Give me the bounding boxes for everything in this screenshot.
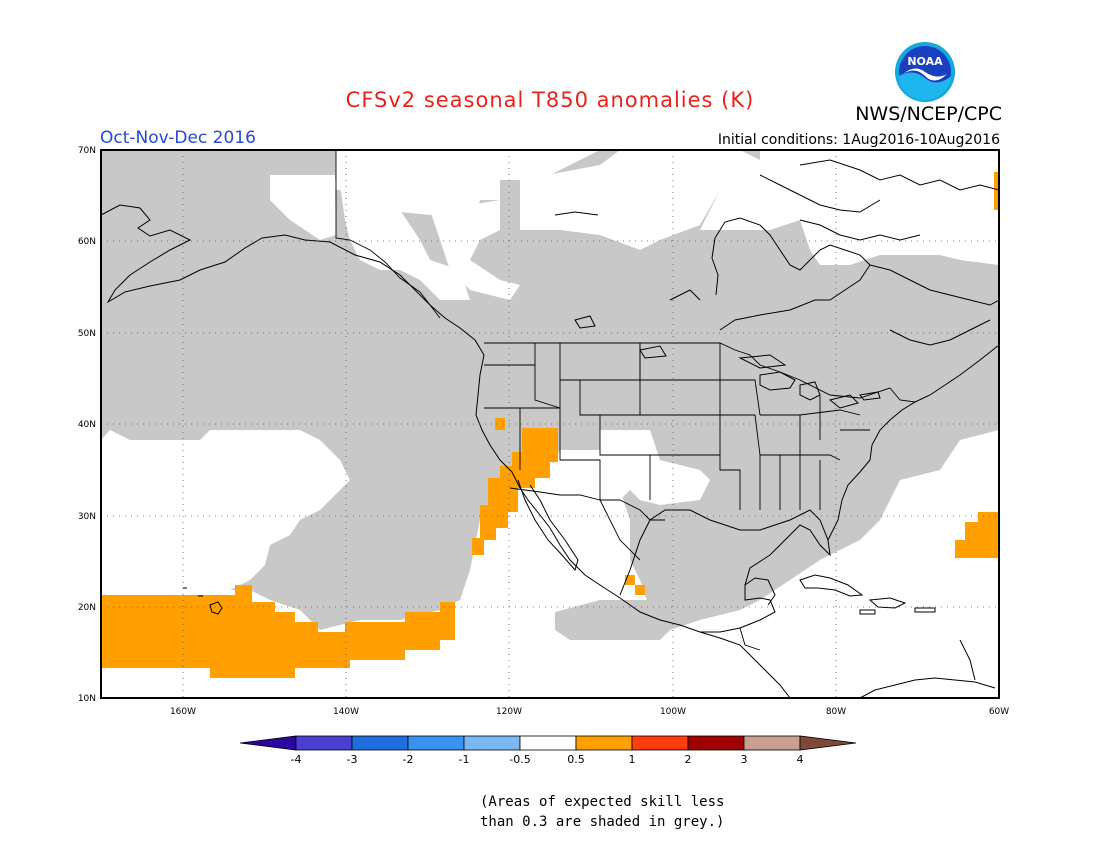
lat-label: 70N <box>78 146 96 156</box>
colorbar-label: 3 <box>741 753 748 766</box>
initial-conditions: Initial conditions: 1Aug2016-10Aug2016 <box>717 132 1000 148</box>
colorbar: -4 -3 -2 -1 -0.5 0.5 1 2 3 4 <box>239 735 857 766</box>
lat-label: 30N <box>78 512 96 522</box>
colorbar-arrow-low <box>239 735 297 751</box>
forecast-period: Oct-Nov-Dec 2016 <box>100 128 256 148</box>
lat-label: 40N <box>78 420 96 430</box>
lon-label: 160W <box>170 707 196 717</box>
colorbar-label: -2 <box>403 753 414 766</box>
colorbar-segment <box>295 735 353 751</box>
southwest-no-mask <box>550 430 710 505</box>
colorbar-label: -3 <box>347 753 358 766</box>
colorbar-label: 1 <box>629 753 636 766</box>
colorbar-segment <box>519 735 577 751</box>
yukon-no-mask <box>430 200 520 300</box>
skill-note-line1: (Areas of expected skill less <box>480 794 725 810</box>
colorbar-segment <box>463 735 521 751</box>
alaska-no-mask <box>270 175 336 240</box>
noaa-logo-text: NOAA <box>907 55 943 68</box>
colorbar-label: 2 <box>685 753 692 766</box>
lat-label: 10N <box>78 694 96 704</box>
skill-note-line2: than 0.3 are shaded in grey.) <box>480 814 725 830</box>
colorbar-label: -0.5 <box>509 753 530 766</box>
lon-label: 120W <box>496 707 522 717</box>
hudson-no-mask <box>520 150 770 250</box>
noaa-logo-icon: NOAA <box>895 42 955 102</box>
lat-label: 50N <box>78 329 96 339</box>
pacific-no-mask <box>101 430 350 590</box>
latitude-labels: 70N 60N 50N 40N 30N 20N 10N <box>78 146 96 704</box>
colorbar-segment <box>743 735 801 751</box>
mexico-grey-patch <box>555 600 670 640</box>
colorbar-segment <box>351 735 409 751</box>
colorbar-segment <box>687 735 745 751</box>
low-skill-mask <box>101 150 999 630</box>
colorbar-label: 0.5 <box>567 753 585 766</box>
lon-label: 80W <box>826 707 846 717</box>
lon-label: 60W <box>989 707 1009 717</box>
map-frame <box>100 149 1000 699</box>
colorbar-segment <box>575 735 633 751</box>
lon-label: 100W <box>660 707 686 717</box>
skill-note: (Areas of expected skill less than 0.3 a… <box>480 792 724 832</box>
colorbar-segment <box>631 735 689 751</box>
caribbean-no-mask <box>760 520 999 698</box>
colorbar-label: -4 <box>291 753 302 766</box>
warm-anomaly-regions <box>101 172 999 678</box>
lat-label: 60N <box>78 237 96 247</box>
colorbar-label: -1 <box>459 753 470 766</box>
colorbar-label: 4 <box>797 753 804 766</box>
colorbar-segment <box>407 735 465 751</box>
map-title: CFSv2 seasonal T850 anomalies (K) <box>345 88 755 112</box>
colorbar-arrow-high <box>799 735 857 751</box>
lon-label: 140W <box>333 707 359 717</box>
lat-label: 20N <box>78 603 96 613</box>
bc-coast-no-mask <box>340 185 470 300</box>
graticule <box>101 150 999 698</box>
agency-label: NWS/NCEP/CPC <box>855 103 1002 125</box>
longitude-labels: 160W 140W 120W 100W 80W 60W <box>170 707 1009 717</box>
